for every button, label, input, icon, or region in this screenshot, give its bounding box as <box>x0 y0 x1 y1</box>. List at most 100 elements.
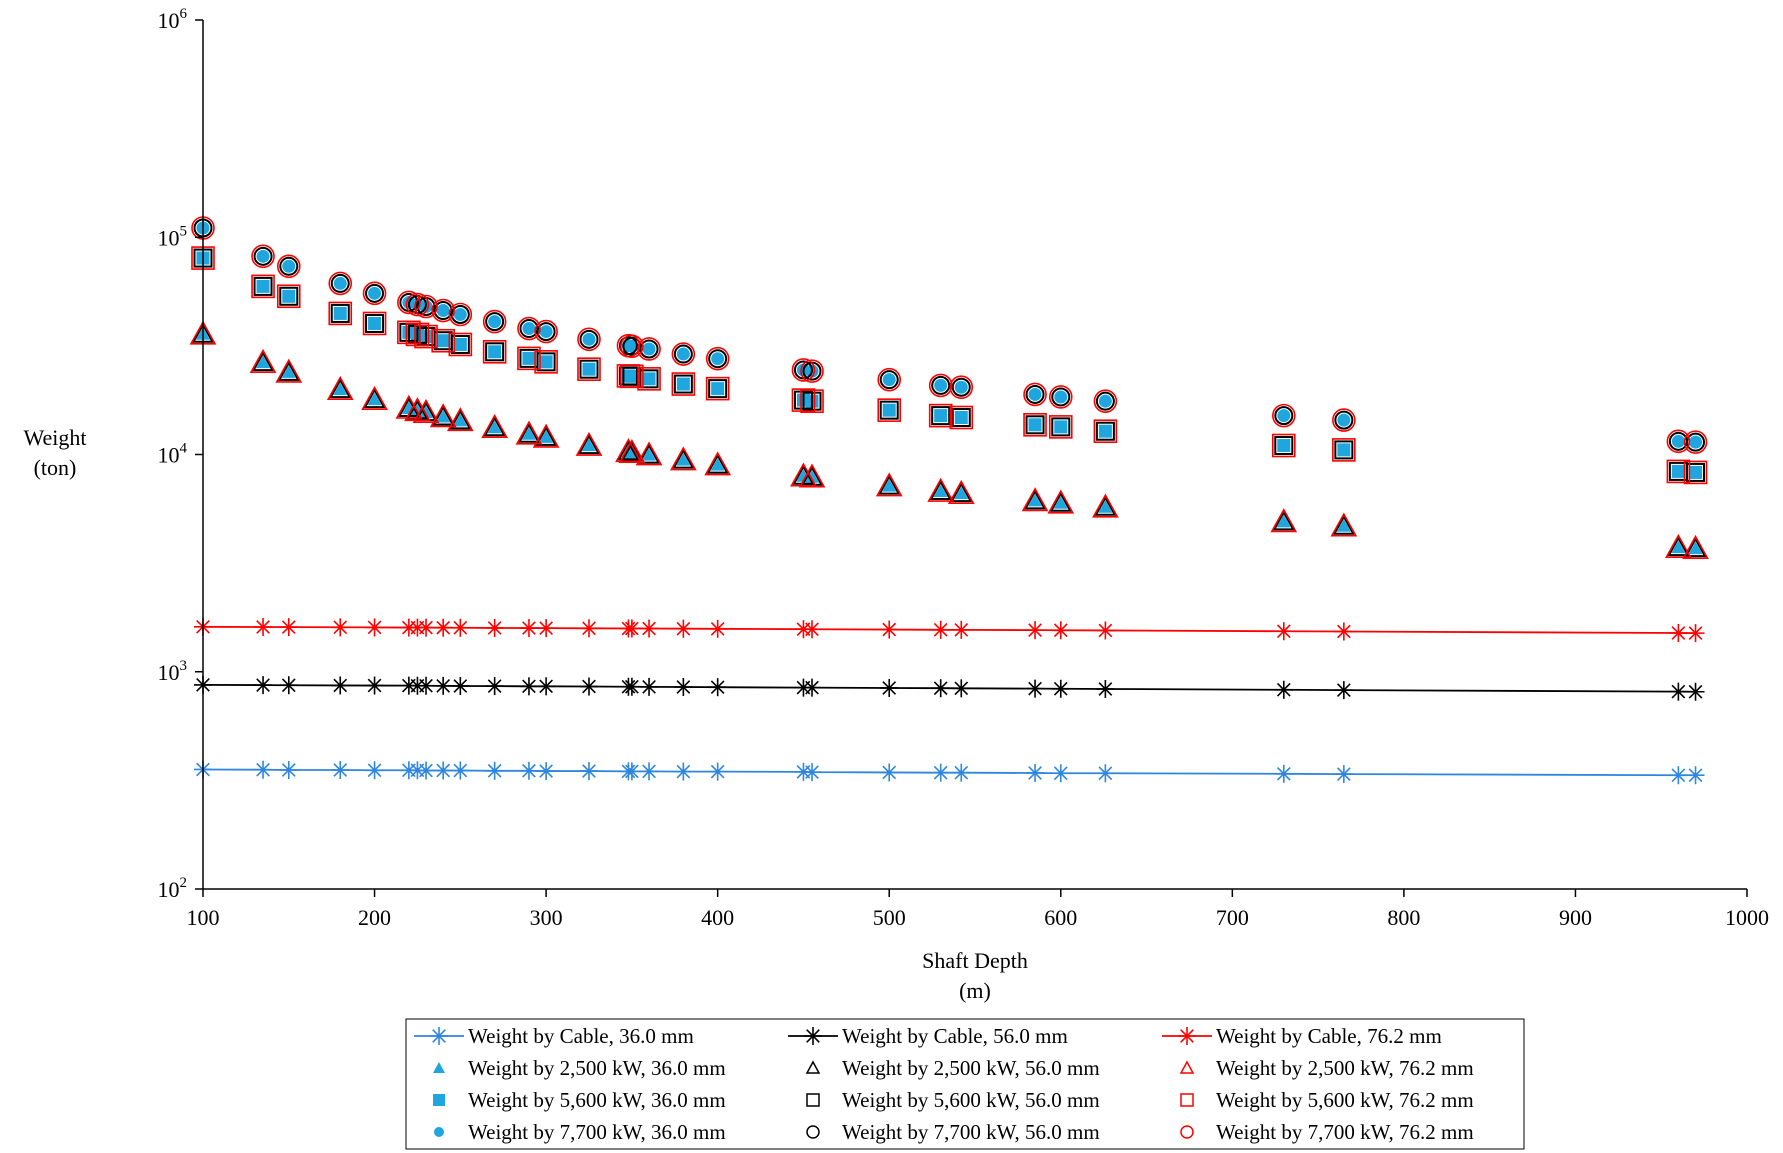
y-axis-unit: (ton) <box>34 455 77 480</box>
data-point <box>1689 435 1703 449</box>
data-point <box>1053 496 1068 509</box>
data-point <box>434 676 453 695</box>
legend-label: Weight by 5,600 kW, 56.0 mm <box>842 1088 1100 1112</box>
data-point <box>330 303 350 323</box>
data-point <box>580 762 598 781</box>
data-point <box>1671 540 1686 554</box>
data-point <box>791 358 816 382</box>
y-ticks: 102 103 104 105 106 <box>158 6 203 902</box>
data-point <box>1272 510 1295 531</box>
y-tick-label: 102 <box>158 875 188 902</box>
data-point <box>1095 391 1115 411</box>
series-4 <box>196 327 1703 555</box>
data-point <box>674 762 693 781</box>
data-point <box>1337 443 1351 457</box>
data-point <box>331 676 350 695</box>
data-point <box>676 377 690 391</box>
data-point <box>637 337 661 361</box>
data-point <box>954 486 969 500</box>
data-point <box>1096 621 1115 640</box>
data-point <box>673 374 693 394</box>
data-point <box>1686 462 1706 482</box>
legend-label: Weight by 7,700 kW, 76.2 mm <box>1216 1120 1474 1144</box>
data-point <box>1272 403 1296 428</box>
data-point <box>931 620 950 639</box>
data-point <box>417 618 436 637</box>
data-point <box>931 406 951 426</box>
data-point <box>580 619 598 638</box>
data-point <box>931 763 950 782</box>
data-point <box>579 359 599 379</box>
data-point <box>800 389 824 413</box>
data-point <box>256 279 270 293</box>
data-point <box>517 422 541 443</box>
data-point <box>1048 385 1073 409</box>
data-point <box>431 298 455 323</box>
x-tick-label: 900 <box>1559 905 1592 930</box>
data-point <box>950 482 973 503</box>
legend-item: Weight by 2,500 kW, 56.0 mm <box>805 1056 1100 1080</box>
data-point <box>1337 413 1351 427</box>
data-point <box>577 357 601 381</box>
data-point <box>1049 491 1072 512</box>
data-point <box>1096 764 1115 783</box>
data-point <box>800 359 824 383</box>
data-point <box>878 474 901 495</box>
data-point <box>282 259 296 273</box>
data-point <box>1023 382 1047 407</box>
data-point <box>253 276 273 296</box>
data-point <box>397 320 421 345</box>
data-point <box>1334 410 1354 430</box>
data-point <box>1689 465 1703 479</box>
legend: Weight by Cable, 36.0 mm Weight by Cable,… <box>405 1018 1525 1150</box>
data-point <box>488 315 502 329</box>
data-point <box>710 457 725 471</box>
series-3 <box>194 617 1705 643</box>
data-point <box>949 375 974 400</box>
data-point <box>536 352 556 372</box>
data-point <box>879 400 899 420</box>
legend-swatch-marker <box>804 1027 822 1045</box>
data-point <box>1093 419 1118 444</box>
data-point <box>1026 763 1045 782</box>
legend-swatch-marker <box>806 1125 820 1139</box>
data-point <box>330 273 350 293</box>
legend-label: Weight by 2,500 kW, 36.0 mm <box>468 1056 726 1080</box>
data-point <box>1051 764 1070 783</box>
y-tick-label: 104 <box>158 441 188 468</box>
data-point <box>1334 681 1353 700</box>
data-point <box>620 334 644 359</box>
data-point <box>640 677 659 696</box>
legend-item: Weight by 5,600 kW, 36.0 mm <box>433 1088 726 1112</box>
data-point <box>577 327 601 352</box>
legend-item: Weight by 5,600 kW, 56.0 mm <box>806 1088 1100 1112</box>
legend-swatch-marker <box>433 1062 445 1073</box>
data-point <box>802 391 822 411</box>
data-point <box>947 479 975 504</box>
data-point <box>485 342 505 362</box>
legend-label: Weight by 7,700 kW, 36.0 mm <box>468 1120 726 1144</box>
data-point <box>877 367 902 392</box>
data-point <box>405 322 430 347</box>
data-point <box>803 763 822 782</box>
legend-label: Weight by Cable, 56.0 mm <box>842 1024 1068 1048</box>
data-point <box>276 254 301 279</box>
data-point <box>281 365 296 378</box>
data-point <box>277 360 300 381</box>
data-point <box>534 350 558 374</box>
data-point <box>1332 438 1356 462</box>
data-point <box>1667 535 1690 557</box>
data-point <box>365 676 384 695</box>
legend-swatch-marker <box>430 1027 448 1045</box>
data-point <box>363 388 386 409</box>
data-point <box>279 286 299 306</box>
series-12 <box>191 216 1708 454</box>
data-point <box>1671 464 1685 478</box>
data-point <box>1334 440 1354 460</box>
data-point <box>537 619 556 638</box>
y-tick-label: 105 <box>158 223 188 250</box>
legend-label: Weight by Cable, 36.0 mm <box>468 1024 694 1048</box>
data-point <box>928 403 953 428</box>
data-point <box>711 382 725 396</box>
data-point <box>1026 679 1045 698</box>
